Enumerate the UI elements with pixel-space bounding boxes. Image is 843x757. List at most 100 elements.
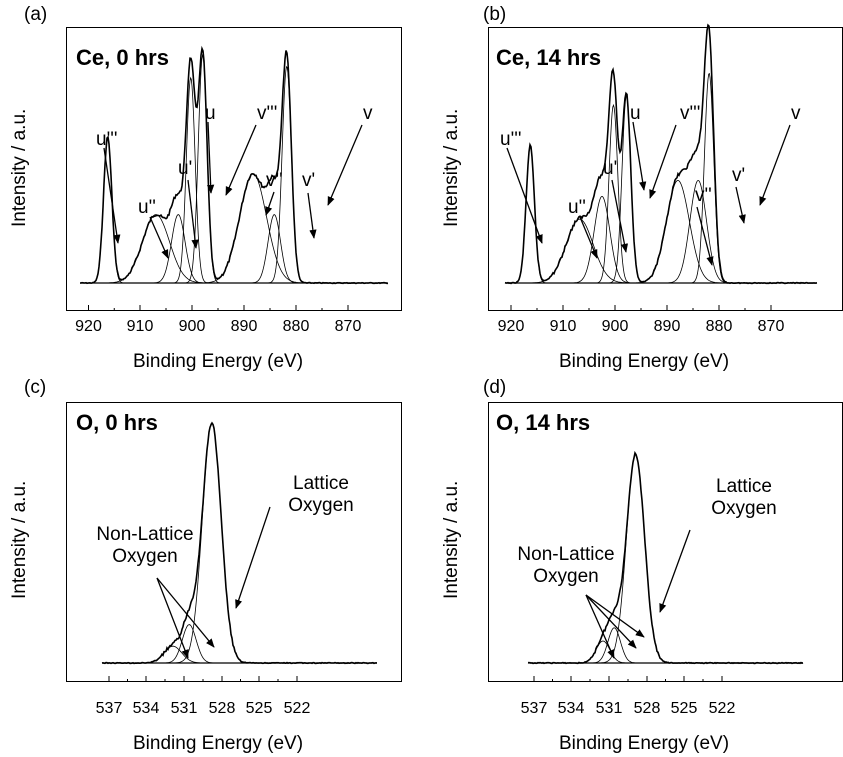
envelope-spectrum-c [101, 421, 377, 665]
component-peak-a-5 [80, 173, 388, 284]
plot-frame-c [66, 402, 402, 682]
component-peak-d-1 [528, 627, 803, 664]
chart-title-b: Ce, 14 hrs [496, 45, 602, 70]
x-tick-label-b-2: 900 [601, 318, 629, 335]
peak-label-b-0: u''' [500, 129, 522, 150]
peak-arrow-a-0 [103, 147, 121, 244]
x-tick-label-b-5: 870 [757, 318, 785, 335]
x-tick-label-c-2: 531 [170, 700, 198, 717]
peak-label-b-5: v'' [695, 185, 712, 206]
lattice-label-d: Lattice Oxygen [711, 476, 776, 520]
x-tick-label-d-4: 525 [670, 700, 698, 717]
peak-label-b-6: v' [732, 165, 746, 186]
panel-letter-c: (c) [24, 377, 47, 398]
component-peak-c-2 [102, 645, 377, 664]
x-tick-label-a-1: 910 [126, 318, 154, 335]
envelope-spectrum-d [527, 450, 804, 665]
lattice-label-c-line1: Lattice [293, 473, 349, 494]
plot-frame-d [488, 402, 843, 682]
component-peak-c-1 [102, 624, 377, 664]
x-tick-label-b-1: 910 [549, 318, 577, 335]
peak-label-b-3: u [630, 103, 641, 124]
x-tick-label-c-3: 528 [208, 700, 236, 717]
lattice-label-d-line1: Lattice [716, 476, 772, 497]
chart-title-c: O, 0 hrs [76, 410, 158, 435]
component-peak-a-0 [80, 136, 388, 284]
x-tick-label-d-2: 531 [595, 700, 623, 717]
peak-arrow-b-7 [759, 124, 791, 206]
x-tick-label-c-0: 537 [95, 700, 123, 717]
non-lattice-label-d: Non-Lattice Oxygen [517, 544, 614, 588]
component-peak-b-3 [505, 103, 817, 284]
component-peak-a-3 [80, 76, 388, 284]
o-arrow-c-1 [156, 577, 215, 648]
peak-arrow-b-4 [649, 124, 677, 199]
peak-label-a-2: u' [178, 158, 193, 179]
component-peak-b-2 [505, 195, 817, 284]
chart-title-a: Ce, 0 hrs [76, 45, 169, 70]
x-tick-label-d-1: 534 [557, 700, 585, 717]
x-tick-label-a-4: 880 [282, 318, 310, 335]
non-lattice-label-d-line1: Non-Lattice [517, 544, 615, 565]
component-peak-d-2 [528, 640, 803, 664]
component-peak-a-4 [80, 53, 388, 284]
x-tick-label-d-5: 522 [708, 700, 736, 717]
component-peak-a-2 [80, 214, 388, 284]
peak-arrow-b-5 [696, 206, 714, 266]
component-peak-b-4 [505, 96, 817, 284]
peak-arrow-a-2 [187, 179, 199, 249]
o-arrow-d-1 [585, 594, 637, 649]
lattice-label-d-line2: Oxygen [711, 498, 777, 519]
x-tick-label-b-4: 880 [705, 318, 733, 335]
peak-label-b-4: v''' [680, 103, 701, 124]
lattice-label-c: Lattice Oxygen [288, 473, 353, 517]
peak-arrow-a-7 [327, 124, 363, 206]
component-peak-b-5 [505, 179, 817, 284]
panel-letter-a: (a) [24, 4, 48, 25]
x-axis-label-a: Binding Energy (eV) [133, 351, 304, 372]
peak-label-a-3: u [205, 103, 216, 124]
peak-label-b-2: u' [603, 158, 618, 179]
peak-label-b-1: u'' [568, 197, 586, 218]
non-lattice-label-c: Non-Lattice Oxygen [96, 524, 193, 568]
panel-letter-d: (d) [483, 377, 507, 398]
o-arrow-d-0 [585, 594, 615, 659]
o-arrow-d-2 [585, 594, 645, 638]
x-tick-label-a-2: 900 [178, 318, 206, 335]
non-lattice-label-d-line2: Oxygen [533, 566, 599, 587]
x-tick-label-a-5: 870 [334, 318, 362, 335]
peak-arrow-a-6 [307, 192, 317, 239]
component-peak-b-6 [505, 179, 817, 284]
plot-frame-b [488, 27, 843, 311]
o-arrow-c-0 [156, 577, 189, 659]
non-lattice-label-c-line1: Non-Lattice [96, 524, 194, 545]
component-peak-a-1 [80, 214, 388, 284]
x-tick-label-c-4: 525 [245, 700, 273, 717]
peak-label-a-6: v' [302, 170, 316, 191]
panel-letter-b: (b) [483, 4, 507, 25]
x-tick-label-c-5: 522 [283, 700, 311, 717]
lattice-label-c-line2: Oxygen [288, 495, 354, 516]
x-axis-label-b: Binding Energy (eV) [559, 351, 730, 372]
peak-arrow-b-0 [506, 147, 543, 244]
o-arrow-d-3 [659, 529, 691, 613]
x-axis-label-c: Binding Energy (eV) [133, 733, 304, 754]
plot-frame-a [66, 27, 402, 311]
non-lattice-label-c-line2: Oxygen [112, 546, 178, 567]
peak-arrow-a-1 [149, 216, 169, 259]
x-tick-label-c-1: 534 [132, 700, 160, 717]
x-axis-label-d: Binding Energy (eV) [559, 733, 730, 754]
component-peak-a-6 [80, 214, 388, 284]
peak-label-a-5: v'' [266, 170, 283, 191]
peak-arrow-b-1 [579, 216, 598, 259]
peak-arrow-a-5 [265, 191, 275, 216]
x-tick-label-d-3: 528 [633, 700, 661, 717]
peak-arrow-b-6 [735, 186, 746, 224]
component-peak-d-0 [528, 453, 803, 664]
chart-title-d: O, 14 hrs [496, 410, 591, 435]
peak-label-a-7: v [363, 103, 373, 124]
o-arrow-c-2 [235, 506, 271, 609]
peak-arrow-a-3 [207, 121, 215, 194]
peak-label-a-4: v''' [257, 103, 278, 124]
